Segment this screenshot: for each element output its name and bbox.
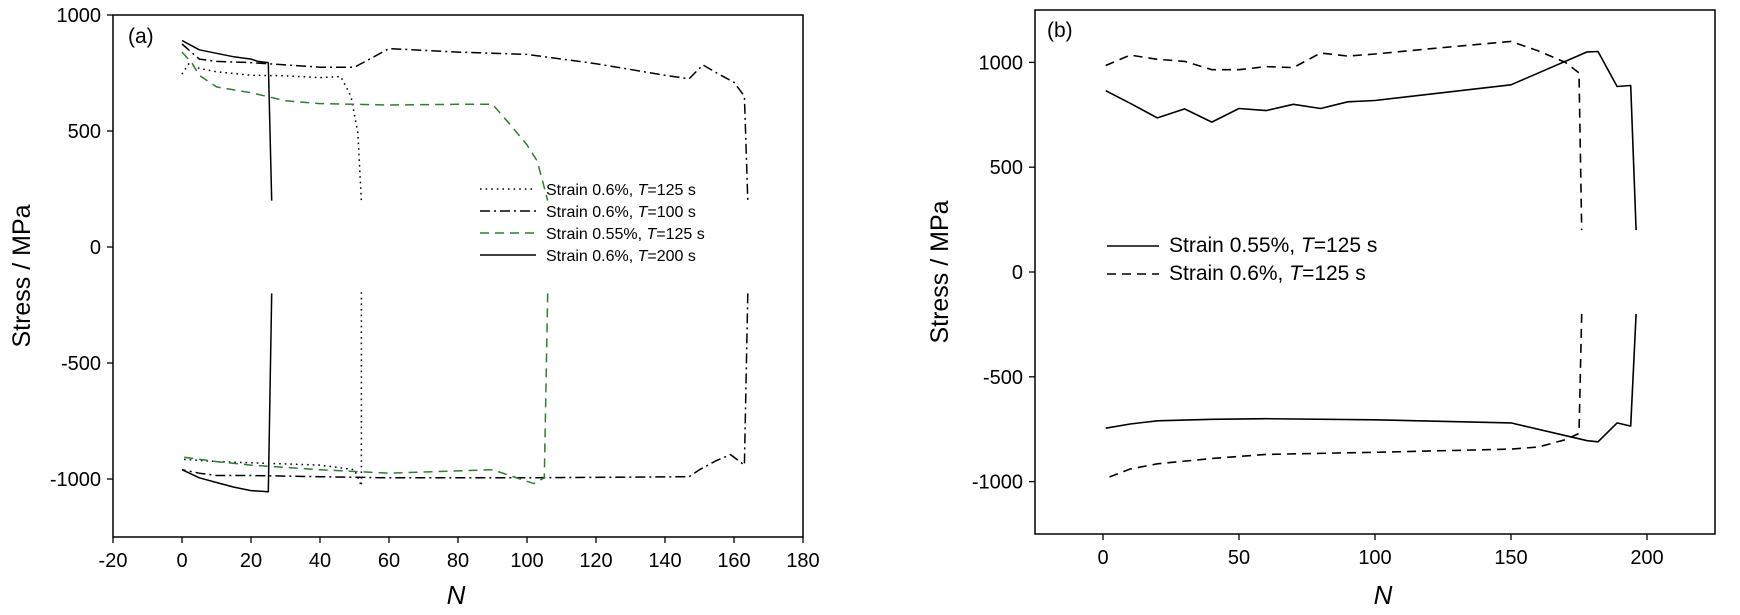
series-line [1105, 40, 1583, 231]
y-tick-label: 500 [990, 157, 1023, 179]
legend-label: Strain 0.6%, T=125 s [546, 182, 696, 199]
y-tick-label: 500 [68, 121, 101, 143]
panel-a-y-axis-title: Stress / MPa [8, 204, 36, 347]
panel-b-label: (b) [1047, 19, 1073, 42]
x-tick-label: 160 [717, 550, 750, 572]
y-tick-label: -1000 [972, 472, 1023, 494]
panel-b-plot-frame [1034, 9, 1716, 535]
x-tick-label: 140 [648, 550, 681, 572]
y-tick-label: 1000 [979, 52, 1024, 74]
legend-label: Strain 0.55%, T=125 s [1169, 234, 1377, 257]
series-line [181, 293, 273, 493]
legend-label: Strain 0.6%, T=200 s [546, 248, 696, 265]
x-tick-label: 40 [309, 550, 331, 572]
panel-a-legend: Strain 0.6%, T=125 s Strain 0.6%, T=100 s… [480, 182, 705, 265]
panel-a-ticks: -20 0 20 40 60 80 100 120 140 160 180 -1000 -500 0 500… [50, 5, 820, 572]
series-line [1105, 313, 1637, 443]
x-tick-label: 80 [447, 550, 469, 572]
legend-label: Strain 0.55%, T=125 s [546, 226, 705, 243]
series-line [1105, 50, 1637, 231]
x-tick-label: 20 [240, 550, 262, 572]
x-tick-label: 0 [1097, 547, 1108, 569]
panel-a-chart: (a) -20 0 20 40 60 80 100 120 140 160 180 -1000 -500… [8, 5, 820, 610]
panel-a-series-lines [181, 39, 749, 493]
panel-b-x-axis-title: N [1374, 580, 1393, 610]
panel-a-plot-frame [112, 14, 804, 538]
y-tick-label: 0 [90, 237, 101, 259]
panel-b-y-axis-title: Stress / MPa [926, 200, 954, 343]
series-line [181, 293, 749, 479]
x-tick-label: 100 [510, 550, 543, 572]
series-line [181, 51, 549, 201]
series-line [181, 39, 273, 201]
y-tick-label: -500 [983, 367, 1023, 389]
series-line [181, 43, 749, 201]
legend-label: Strain 0.6%, T=100 s [546, 204, 696, 221]
series-line [181, 293, 549, 485]
x-tick-label: 150 [1494, 547, 1527, 569]
panel-b-legend: Strain 0.55%, T=125 s Strain 0.6%, T=125 … [1107, 234, 1377, 285]
x-tick-label: -20 [99, 550, 128, 572]
x-tick-label: 120 [579, 550, 612, 572]
series-line [1105, 313, 1583, 480]
x-tick-label: 180 [786, 550, 819, 572]
x-tick-label: 200 [1630, 547, 1663, 569]
y-tick-label: -1000 [50, 469, 101, 491]
panel-a-x-axis-title: N [447, 580, 466, 610]
legend-label: Strain 0.6%, T=125 s [1169, 262, 1366, 285]
x-tick-label: 100 [1358, 547, 1391, 569]
x-tick-label: 0 [176, 550, 187, 572]
panel-b-series-lines [1105, 40, 1637, 480]
panel-b-ticks: 0 50 100 150 200 -1000 -500 0 500 1000 [972, 52, 1664, 569]
panel-b-chart: (b) 0 50 100 150 200 -1000 -500 0 500 1000 Stress… [926, 9, 1716, 610]
x-tick-label: 50 [1228, 547, 1250, 569]
y-tick-label: 0 [1012, 262, 1023, 284]
y-tick-label: 1000 [57, 5, 102, 27]
y-tick-label: -500 [61, 353, 101, 375]
panel-a-label: (a) [128, 25, 154, 48]
x-tick-label: 60 [378, 550, 400, 572]
